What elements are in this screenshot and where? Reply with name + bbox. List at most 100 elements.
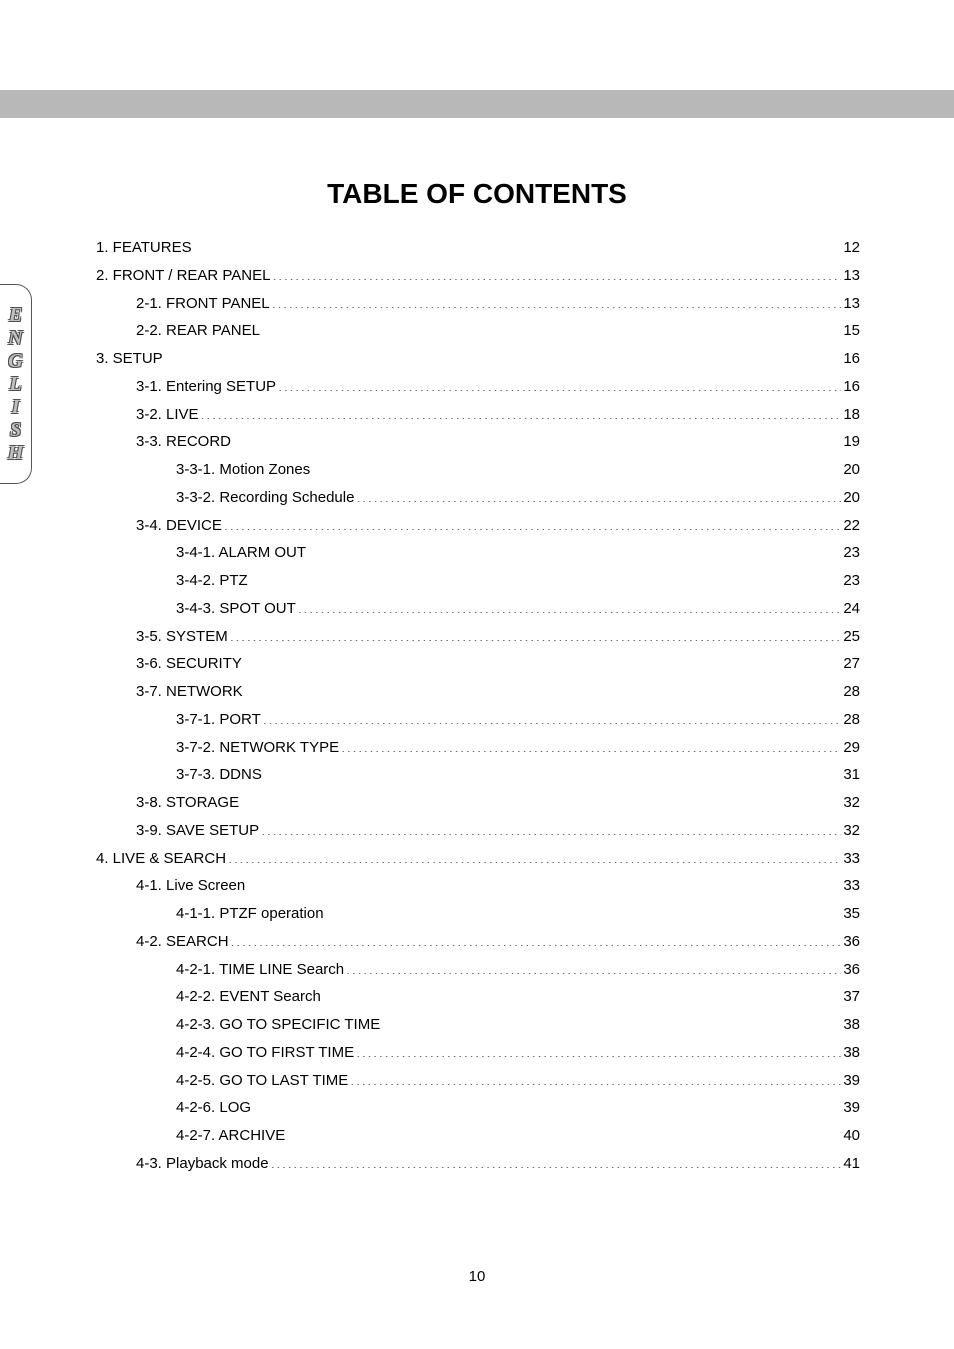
toc-label: 3-7-1. PORT [176,706,261,734]
toc-label: 3-3-2. Recording Schedule [176,484,354,512]
side-letter: S [10,419,21,441]
toc-page: 24 [843,595,860,623]
toc-page: 28 [843,706,860,734]
side-letter: N [8,327,22,349]
toc-label: 1. FEATURES [96,234,192,262]
toc-row: 4-2. SEARCH36 [96,928,860,956]
toc-row: 3-4. DEVICE22 [96,512,860,540]
side-letter: I [12,396,20,418]
toc-leader [253,1096,841,1113]
toc-row: 3-1. Entering SETUP 16 [96,373,860,401]
toc-page: 16 [843,345,860,373]
toc-leader [312,458,841,475]
toc-leader [262,319,841,336]
toc-label: 4-2-5. GO TO LAST TIME [176,1067,348,1095]
toc-page: 28 [843,678,860,706]
toc-row: 4. LIVE & SEARCH33 [96,845,860,873]
toc-row: 2-2. REAR PANEL15 [96,317,860,345]
toc-label: 4-2-2. EVENT Search [176,983,321,1011]
toc-label: 2-1. FRONT PANEL [136,290,270,318]
toc-leader [247,874,841,891]
toc-row: 3-8. STORAGE32 [96,789,860,817]
page-title: TABLE OF CONTENTS [0,178,954,210]
toc-label: 3-3-1. Motion Zones [176,456,310,484]
toc-row: 4-1-1. PTZF operation35 [96,900,860,928]
toc-row: 4-2-2. EVENT Search 37 [96,983,860,1011]
toc-label: 3-7. NETWORK [136,678,243,706]
toc-leader [341,735,841,752]
side-letter: L [9,373,21,395]
toc-leader [323,985,842,1002]
toc-leader [250,569,842,586]
toc-row: 4-1. Live Screen 33 [96,872,860,900]
toc-row: 3-4-3. SPOT OUT24 [96,595,860,623]
toc-page: 33 [843,872,860,900]
toc-row: 3-9. SAVE SETUP 32 [96,817,860,845]
toc-label: 4-3. Playback mode [136,1150,269,1178]
toc-page: 29 [843,734,860,762]
toc-row: 4-2-3. GO TO SPECIFIC TIME 38 [96,1011,860,1039]
toc-leader [272,291,842,308]
toc-page: 32 [843,817,860,845]
toc-label: 3-7-3. DDNS [176,761,262,789]
toc-leader [264,763,841,780]
page: ENGLISH TABLE OF CONTENTS 1. FEATURES122… [0,0,954,1349]
toc-label: 3-9. SAVE SETUP [136,817,259,845]
table-of-contents: 1. FEATURES122. FRONT / REAR PANEL132-1.… [96,234,860,1178]
toc-label: 3-8. STORAGE [136,789,239,817]
toc-row: 3-3-1. Motion Zones 20 [96,456,860,484]
toc-row: 3-4-1. ALARM OUT23 [96,539,860,567]
toc-label: 3-4-1. ALARM OUT [176,539,306,567]
toc-page: 35 [843,900,860,928]
side-letter: E [9,304,22,326]
toc-leader [233,430,841,447]
toc-leader [263,707,842,724]
toc-leader [261,818,841,835]
toc-page: 38 [843,1011,860,1039]
toc-label: 4-2-7. ARCHIVE [176,1122,285,1150]
toc-leader [356,485,841,502]
toc-page: 33 [843,845,860,873]
toc-row: 3-4-2. PTZ23 [96,567,860,595]
toc-row: 3-7. NETWORK 28 [96,678,860,706]
toc-page: 37 [843,983,860,1011]
toc-row: 4-2-1. TIME LINE Search36 [96,956,860,984]
toc-label: 3-1. Entering SETUP [136,373,276,401]
toc-label: 3-3. RECORD [136,428,231,456]
toc-leader [194,236,842,253]
toc-label: 3-5. SYSTEM [136,623,228,651]
toc-label: 2. FRONT / REAR PANEL [96,262,271,290]
toc-leader [326,902,842,919]
toc-leader [273,263,842,280]
toc-page: 23 [843,567,860,595]
toc-leader [382,1013,841,1030]
toc-page: 16 [843,373,860,401]
toc-leader [231,929,842,946]
toc-page: 39 [843,1094,860,1122]
toc-label: 4-2-6. LOG [176,1094,251,1122]
toc-page: 27 [843,650,860,678]
toc-leader [271,1151,842,1168]
toc-leader [278,374,841,391]
toc-label: 4-1. Live Screen [136,872,245,900]
toc-label: 4-2-3. GO TO SPECIFIC TIME [176,1011,380,1039]
toc-label: 3. SETUP [96,345,163,373]
toc-label: 3-6. SECURITY [136,650,242,678]
toc-page: 15 [843,317,860,345]
toc-label: 3-2. LIVE [136,401,199,429]
toc-row: 3-3-2. Recording Schedule20 [96,484,860,512]
side-letter: G [8,350,22,372]
toc-row: 2. FRONT / REAR PANEL13 [96,262,860,290]
toc-page: 20 [843,456,860,484]
toc-row: 3. SETUP 16 [96,345,860,373]
toc-label: 4-2-1. TIME LINE Search [176,956,344,984]
toc-page: 39 [843,1067,860,1095]
toc-label: 3-4. DEVICE [136,512,222,540]
toc-row: 4-2-6. LOG 39 [96,1094,860,1122]
toc-leader [350,1068,841,1085]
side-letter: H [8,442,24,464]
toc-row: 4-2-7. ARCHIVE40 [96,1122,860,1150]
toc-leader [201,402,842,419]
toc-row: 1. FEATURES12 [96,234,860,262]
toc-page: 31 [843,761,860,789]
